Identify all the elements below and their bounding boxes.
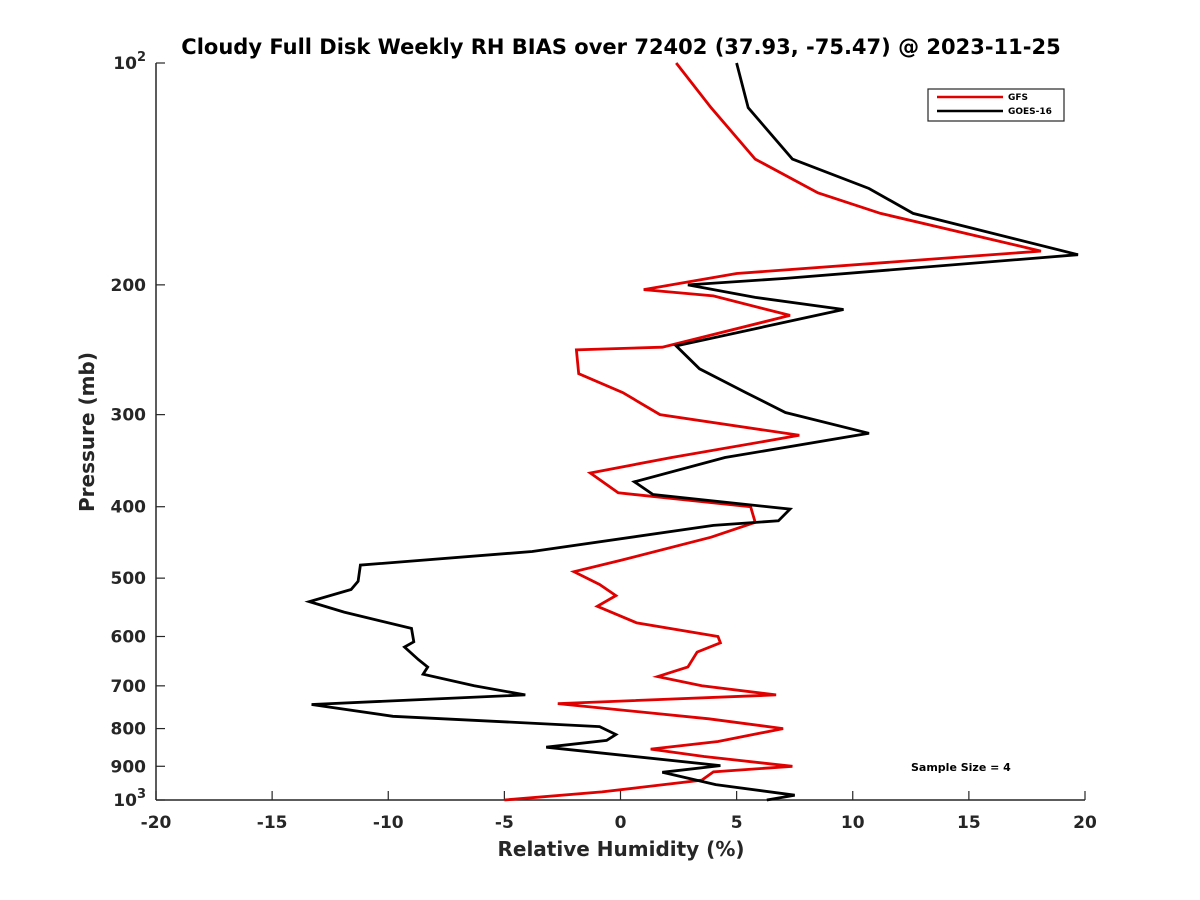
y-tick-label: 300 [111, 406, 147, 426]
y-tick-label: 500 [111, 569, 147, 589]
y-tick-label: 400 [111, 498, 147, 518]
x-tick-label: 20 [1073, 813, 1097, 833]
x-axis-label: Relative Humidity (%) [497, 837, 744, 861]
x-tick-label: 15 [957, 813, 981, 833]
legend-box [927, 88, 1065, 122]
legend: GFS GOES-16 [927, 88, 1065, 122]
plot-area [155, 63, 1085, 801]
x-tick-label: 0 [615, 813, 627, 833]
x-tick-label: -20 [141, 813, 172, 833]
y-axis-ticks: 102 200 300 400 500 600 700 800 900 103 [111, 50, 165, 811]
sample-size-annotation: Sample Size = 4 [911, 761, 1011, 774]
legend-label-gfs: GFS [1008, 93, 1028, 103]
y-tick-label: 700 [111, 677, 147, 697]
x-tick-label: 10 [841, 813, 865, 833]
y-tick-label: 103 [113, 787, 146, 811]
y-axis-label: Pressure (mb) [75, 352, 99, 512]
x-axis-ticks: -20 -15 -10 -5 0 5 10 15 20 [141, 791, 1097, 833]
series-line-goes-16 [304, 62, 1079, 802]
x-tick-label: -15 [257, 813, 288, 833]
legend-label-goes: GOES-16 [1008, 107, 1052, 117]
x-tick-label: -10 [373, 813, 404, 833]
y-tick-label: 900 [111, 757, 147, 777]
y-tick-label: 102 [113, 50, 146, 74]
series-layer [304, 62, 1079, 802]
y-tick-label: 200 [111, 276, 147, 296]
x-tick-label: 5 [731, 813, 743, 833]
series-line-gfs [504, 62, 1042, 802]
y-tick-label: 600 [111, 627, 147, 647]
y-tick-label: 800 [111, 720, 147, 740]
chart-title: Cloudy Full Disk Weekly RH BIAS over 724… [181, 35, 1060, 59]
x-tick-label: -5 [495, 813, 514, 833]
